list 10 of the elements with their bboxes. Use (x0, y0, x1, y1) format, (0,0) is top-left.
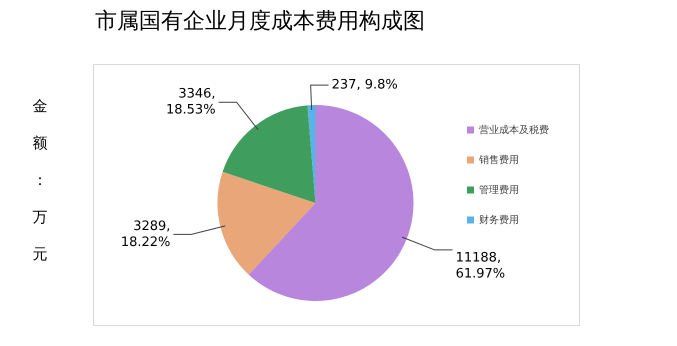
legend-label: 管理费用 (479, 184, 519, 196)
text: 金额：万元 (32, 97, 48, 263)
data-label: 11188, 61.97% (456, 250, 506, 282)
data-label: 3289, 18.22% (120, 218, 170, 250)
chart-title: 市属国有企业月度成本费用构成图 (95, 8, 425, 36)
legend-label: 营业成本及税费 (479, 124, 549, 136)
legend-label: 销售费用 (478, 154, 519, 166)
data-label: 3346, 18.53% (166, 86, 216, 118)
data-label: 237, 9.8% (332, 77, 398, 92)
legend-label: 财务费用 (479, 214, 519, 226)
